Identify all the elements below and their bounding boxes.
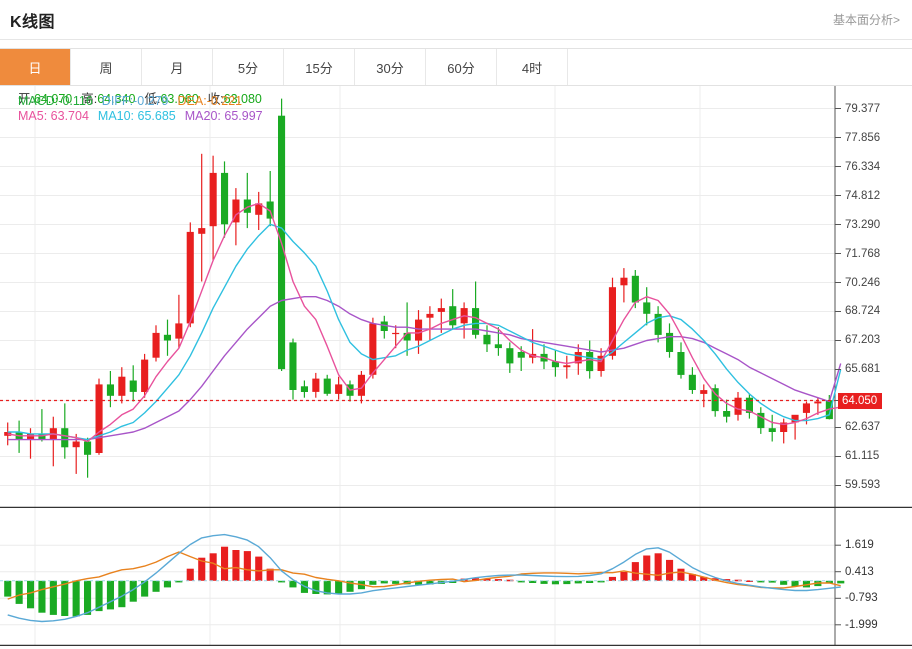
tab-5min[interactable]: 5分 bbox=[213, 49, 284, 85]
tab-month[interactable]: 月 bbox=[142, 49, 213, 85]
price-axis-label: 74.812 bbox=[845, 189, 881, 202]
price-axis-label: 68.724 bbox=[845, 305, 881, 318]
macd-axis-label: -0.793 bbox=[845, 592, 878, 605]
price-axis-label: 59.593 bbox=[845, 479, 881, 492]
price-axis-label: 76.334 bbox=[845, 160, 881, 173]
macd-axis-label: 1.619 bbox=[845, 539, 874, 552]
last-price-badge: 64.050 bbox=[838, 392, 883, 409]
macd-axis-label: 0.413 bbox=[845, 565, 874, 578]
price-axis-label: 73.290 bbox=[845, 218, 881, 231]
page-title: K线图 bbox=[10, 13, 56, 31]
price-axis-label: 70.246 bbox=[845, 276, 881, 289]
fundamental-analysis-link[interactable]: 基本面分析> bbox=[832, 13, 900, 27]
price-chart-panel[interactable] bbox=[0, 86, 912, 508]
price-axis-label: 62.637 bbox=[845, 421, 881, 434]
price-axis-label: 79.377 bbox=[845, 102, 881, 115]
price-axis-label: 67.203 bbox=[845, 334, 881, 347]
macd-chart-panel[interactable] bbox=[0, 508, 912, 646]
macd-axis-label: -1.999 bbox=[845, 618, 878, 631]
tab-60min[interactable]: 60分 bbox=[426, 49, 497, 85]
price-chart-svg[interactable] bbox=[0, 86, 912, 508]
price-axis-label: 71.768 bbox=[845, 247, 881, 260]
tab-30min[interactable]: 30分 bbox=[355, 49, 426, 85]
price-axis-label: 61.115 bbox=[845, 450, 880, 463]
period-tab-bar: 日 周 月 5分 15分 30分 60分 4时 bbox=[0, 48, 912, 86]
chart-area[interactable]: 开:64.070 高:64.340 低:63.060 收:63.080 MA5: 63… bbox=[0, 86, 912, 646]
tab-4hour[interactable]: 4时 bbox=[497, 49, 568, 85]
page-header: K线图 基本面分析> bbox=[0, 0, 912, 40]
tab-bar-filler bbox=[568, 49, 912, 85]
tab-week[interactable]: 周 bbox=[71, 49, 142, 85]
tab-day[interactable]: 日 bbox=[0, 49, 71, 85]
macd-chart-svg[interactable] bbox=[0, 508, 912, 646]
tab-15min[interactable]: 15分 bbox=[284, 49, 355, 85]
price-axis-label: 65.681 bbox=[845, 363, 881, 376]
price-axis-label: 77.856 bbox=[845, 131, 881, 144]
